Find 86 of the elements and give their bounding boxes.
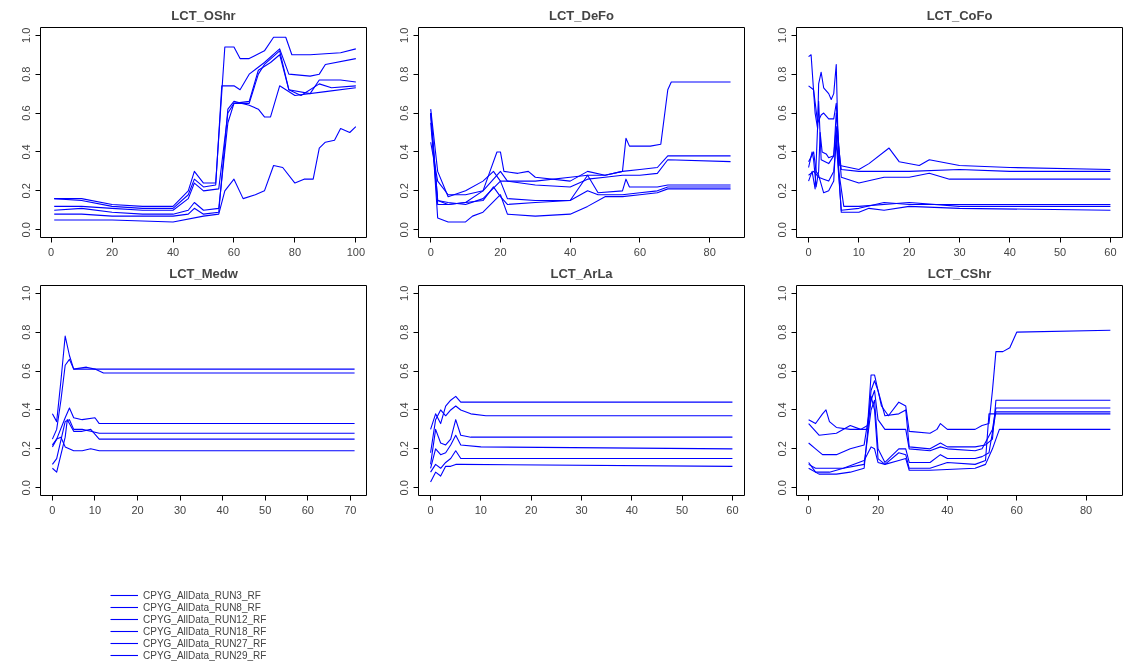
y-tick-label: 0.2 <box>776 441 789 457</box>
y-tick-label: 0.4 <box>776 144 789 160</box>
x-tick-label: 40 <box>625 503 638 516</box>
y-tick-label: 0.6 <box>398 105 411 121</box>
x-tick-label: 0 <box>49 503 56 516</box>
x-tick-label: 20 <box>105 245 119 258</box>
y-tick-label: 1.0 <box>398 285 411 301</box>
x-tick-label: 40 <box>216 503 229 516</box>
x-tick-label: 20 <box>903 245 916 258</box>
y-tick-label: 0.0 <box>398 222 411 238</box>
x-tick-label: 60 <box>1010 503 1023 516</box>
y-tick-label: 0.4 <box>20 144 33 160</box>
y-tick-label: 1.0 <box>776 27 789 43</box>
x-tick-label: 20 <box>494 245 507 258</box>
x-tick-label: 10 <box>474 503 488 516</box>
y-tick-label: 1.0 <box>776 285 789 301</box>
y-tick-label: 0.4 <box>20 402 33 418</box>
x-tick-label: 40 <box>564 245 577 258</box>
y-tick-label: 0.0 <box>20 480 33 496</box>
x-tick-label: 40 <box>941 503 954 516</box>
x-tick-label: 50 <box>259 503 272 516</box>
x-tick-label: 60 <box>301 503 314 516</box>
chart-title: LCT_OShr <box>171 7 236 23</box>
y-tick-label: 0.8 <box>776 324 789 340</box>
x-tick-label: 20 <box>131 503 144 516</box>
y-tick-label: 0.6 <box>776 105 789 121</box>
x-tick-label: 30 <box>173 503 187 516</box>
x-tick-label: 60 <box>227 245 241 258</box>
legend-label: CPYG_AllData_RUN29_RF <box>143 649 267 661</box>
y-tick-label: 0.2 <box>20 441 33 457</box>
x-tick-label: 0 <box>48 245 55 258</box>
x-tick-label: 20 <box>525 503 538 516</box>
y-tick-label: 0.4 <box>398 402 411 418</box>
legend-label: CPYG_AllData_RUN12_RF <box>143 613 267 625</box>
chart-title: LCT_Medw <box>169 265 239 281</box>
legend-label: CPYG_AllData_RUN18_RF <box>143 625 267 637</box>
y-tick-label: 0.0 <box>398 480 411 496</box>
y-tick-label: 0.6 <box>776 363 789 379</box>
x-tick-label: 30 <box>953 245 966 258</box>
x-tick-label: 0 <box>427 245 434 258</box>
chart-title: LCT_ArLa <box>550 265 614 281</box>
y-tick-label: 0.2 <box>398 183 411 199</box>
y-tick-label: 0.2 <box>398 441 411 457</box>
y-tick-label: 0.8 <box>398 324 411 340</box>
y-tick-label: 0.8 <box>20 66 33 82</box>
x-tick-label: 0 <box>805 245 812 258</box>
y-tick-label: 0.8 <box>776 66 789 82</box>
y-tick-label: 0.2 <box>20 183 33 199</box>
y-tick-label: 0.0 <box>20 222 33 238</box>
chart-title: LCT_CoFo <box>926 7 993 23</box>
y-tick-label: 0.8 <box>20 324 33 340</box>
x-tick-label: 80 <box>288 245 302 258</box>
y-tick-label: 1.0 <box>20 285 33 301</box>
x-tick-label: 0 <box>427 503 434 516</box>
x-tick-label: 40 <box>166 245 180 258</box>
x-tick-label: 50 <box>676 503 689 516</box>
y-tick-label: 0.6 <box>20 105 33 121</box>
y-tick-label: 0.6 <box>398 363 411 379</box>
x-tick-label: 10 <box>88 503 102 516</box>
y-tick-label: 0.4 <box>776 402 789 418</box>
y-tick-label: 0.6 <box>20 363 33 379</box>
x-tick-label: 60 <box>726 503 739 516</box>
x-tick-label: 10 <box>852 245 866 258</box>
chart-title: LCT_CShr <box>927 265 992 281</box>
y-tick-label: 1.0 <box>398 27 411 43</box>
y-tick-label: 0.4 <box>398 144 411 160</box>
y-tick-label: 0.2 <box>776 183 789 199</box>
x-tick-label: 60 <box>633 245 647 258</box>
legend-label: CPYG_AllData_RUN8_RF <box>143 601 261 613</box>
x-tick-label: 80 <box>703 245 716 258</box>
chart-title: LCT_DeFo <box>549 7 615 23</box>
x-tick-label: 30 <box>575 503 588 516</box>
x-tick-label: 50 <box>1054 245 1067 258</box>
x-tick-label: 80 <box>1079 503 1093 516</box>
legend-label: CPYG_AllData_RUN27_RF <box>143 637 267 649</box>
x-tick-label: 20 <box>871 503 885 516</box>
y-tick-label: 0.0 <box>776 480 789 496</box>
x-tick-label: 70 <box>344 503 357 516</box>
x-tick-label: 60 <box>1104 245 1117 258</box>
y-tick-label: 0.8 <box>398 66 411 82</box>
legend-label: CPYG_AllData_RUN3_RF <box>143 589 261 601</box>
x-tick-label: 40 <box>1003 245 1016 258</box>
x-tick-label: 100 <box>346 245 366 258</box>
y-tick-label: 0.0 <box>776 222 789 238</box>
x-tick-label: 0 <box>805 503 812 516</box>
y-tick-label: 1.0 <box>20 27 33 43</box>
